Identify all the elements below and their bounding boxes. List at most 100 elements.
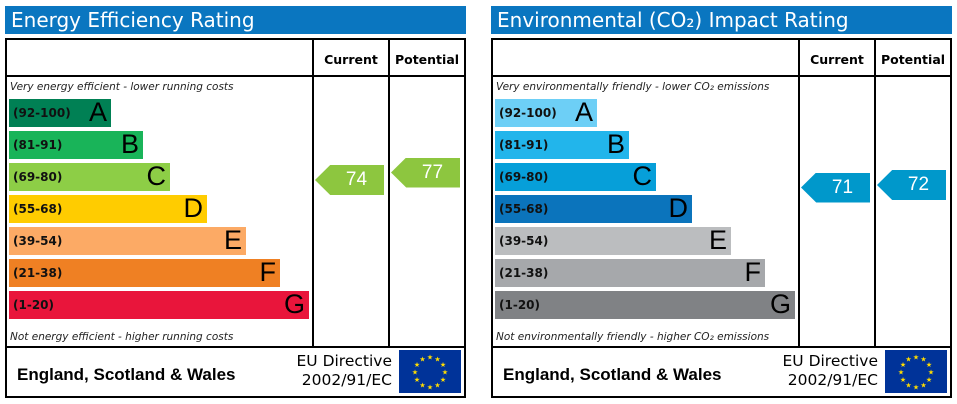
top-note: Very environmentally friendly - lower CO…	[496, 81, 770, 93]
band-range: (1-20)	[499, 298, 540, 312]
current-rating-value: 71	[831, 176, 854, 198]
band-range: (39-54)	[13, 234, 63, 248]
band-letter: G	[283, 289, 305, 319]
svg-text:★: ★	[440, 376, 446, 384]
band-range: (69-80)	[13, 170, 63, 184]
column-header-potential: Potential	[880, 52, 946, 67]
svg-text:★: ★	[427, 384, 433, 392]
svg-text:★: ★	[920, 381, 926, 389]
svg-text:★: ★	[926, 361, 932, 369]
band-range: (21-38)	[499, 266, 549, 280]
column-divider	[312, 40, 314, 348]
potential-rating-arrow: 72	[877, 170, 946, 200]
rating-band-c: (69-80) C	[9, 161, 170, 191]
svg-text:★: ★	[913, 354, 919, 362]
svg-text:★: ★	[928, 369, 934, 377]
rating-band-d: (55-68) D	[9, 193, 207, 223]
rating-band-g: (1-20) G	[9, 289, 309, 319]
rating-band-e: (39-54) E	[9, 225, 246, 255]
svg-text:★: ★	[414, 376, 420, 384]
band-letter: B	[120, 129, 139, 159]
column-divider	[798, 40, 800, 348]
rating-band-c: (69-80) C	[495, 161, 656, 191]
rating-band-f: (21-38) F	[495, 257, 765, 287]
svg-text:★: ★	[905, 356, 911, 364]
band-range: (21-38)	[13, 266, 63, 280]
band-range: (39-54)	[499, 234, 549, 248]
svg-text:★: ★	[905, 381, 911, 389]
band-range: (92-100)	[499, 106, 557, 120]
rating-table: Current Potential Very energy efficient - …	[5, 38, 466, 398]
svg-text:★: ★	[412, 369, 418, 377]
header-divider	[493, 75, 950, 77]
rating-band-a: (92-100) A	[495, 97, 597, 127]
eu-directive: EU Directive 2002/91/EC	[783, 352, 879, 390]
svg-text:★: ★	[434, 381, 440, 389]
current-rating-arrow: 74	[315, 165, 384, 195]
footer-divider	[493, 346, 950, 348]
svg-text:★: ★	[900, 376, 906, 384]
band-range: (1-20)	[13, 298, 54, 312]
footer-region: England, Scotland & Wales	[17, 365, 236, 384]
rating-band-g: (1-20) G	[495, 289, 795, 319]
column-divider	[388, 40, 390, 348]
band-letter: F	[259, 257, 277, 287]
eu-directive: EU Directive 2002/91/EC	[297, 352, 393, 390]
current-rating-value: 74	[345, 169, 368, 190]
footer-region: England, Scotland & Wales	[503, 365, 722, 384]
bottom-note: Not energy efficient - higher running co…	[10, 331, 234, 343]
column-header-current: Current	[810, 52, 864, 67]
svg-text:★: ★	[434, 356, 440, 364]
bottom-note: Not environmentally friendly - higher CO…	[496, 331, 770, 343]
svg-text:★: ★	[442, 369, 448, 377]
environmental-impact-panel: Environmental (CO₂) Impact Rating Current…	[491, 0, 952, 404]
svg-text:★: ★	[898, 369, 904, 377]
band-range: (81-91)	[13, 138, 63, 152]
potential-rating-arrow: 77	[391, 157, 460, 188]
footer-divider	[7, 346, 464, 348]
eu-flag-icon: ★ ★ ★ ★ ★ ★ ★ ★ ★ ★ ★ ★	[885, 350, 947, 393]
column-header-potential: Potential	[394, 52, 460, 67]
band-letter: A	[574, 97, 593, 127]
chart-title: Energy Efficiency Rating	[5, 6, 466, 34]
svg-text:★: ★	[440, 361, 446, 369]
column-header-current: Current	[324, 52, 378, 67]
band-range: (92-100)	[13, 106, 71, 120]
directive-line1: EU Directive	[296, 352, 393, 370]
band-letter: D	[183, 193, 204, 223]
band-letter: D	[668, 193, 689, 223]
column-divider	[874, 40, 876, 348]
band-letter: C	[632, 161, 653, 191]
band-letter: F	[744, 257, 762, 287]
rating-band-a: (92-100) A	[9, 97, 111, 127]
rating-band-b: (81-91) B	[9, 129, 143, 159]
band-letter: E	[708, 225, 727, 255]
potential-rating-value: 77	[421, 161, 444, 183]
energy-efficiency-panel: Energy Efficiency Rating Current Potential…	[5, 0, 466, 404]
directive-line2: 2002/91/EC	[301, 371, 392, 389]
svg-text:★: ★	[926, 376, 932, 384]
svg-text:★: ★	[900, 361, 906, 369]
svg-text:★: ★	[419, 356, 425, 364]
band-range: (81-91)	[499, 138, 549, 152]
potential-rating-value: 72	[907, 174, 930, 195]
rating-band-d: (55-68) D	[495, 193, 692, 223]
chart-title: Environmental (CO₂) Impact Rating	[491, 6, 952, 34]
rating-band-f: (21-38) F	[9, 257, 280, 287]
band-range: (69-80)	[499, 170, 549, 184]
rating-band-b: (81-91) B	[495, 129, 629, 159]
eu-flag-icon: ★ ★ ★ ★ ★ ★ ★ ★ ★ ★ ★ ★	[399, 350, 461, 393]
band-letter: G	[769, 289, 791, 319]
current-rating-arrow: 71	[801, 172, 870, 203]
svg-text:★: ★	[913, 384, 919, 392]
directive-line1: EU Directive	[782, 352, 879, 370]
directive-line2: 2002/91/EC	[787, 371, 878, 389]
band-letter: B	[606, 129, 625, 159]
band-letter: C	[146, 161, 167, 191]
band-letter: E	[223, 225, 242, 255]
top-note: Very energy efficient - lower running co…	[10, 81, 234, 93]
header-divider	[7, 75, 464, 77]
band-range: (55-68)	[499, 202, 549, 216]
rating-table: Current Potential Very environmentally fri…	[491, 38, 952, 398]
svg-text:★: ★	[419, 381, 425, 389]
